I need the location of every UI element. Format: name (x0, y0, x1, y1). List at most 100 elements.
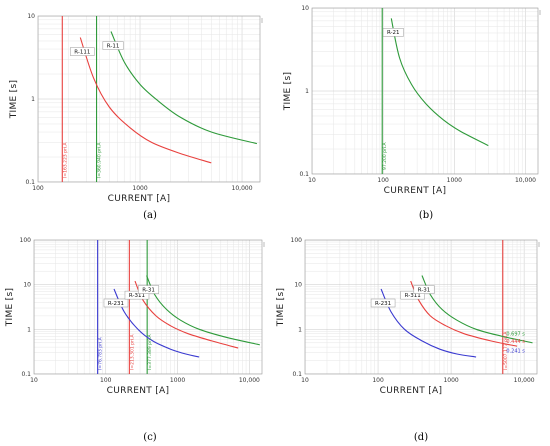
x-tick-label: 1000 (447, 177, 462, 184)
data-layer (61, 16, 258, 182)
series-tag-box (103, 298, 129, 308)
y-tick-label: 100 (291, 237, 303, 244)
series-tag-r-311: R-311 (400, 290, 425, 300)
series-tag-box (370, 298, 396, 308)
y-tick-label: 0.1 (21, 371, 31, 378)
x-tick-label: 10,000 (514, 377, 535, 384)
series-tag-r-21: R-21 (382, 28, 404, 37)
panel-label: (d) (414, 432, 428, 443)
chart-panel-1: 100 1000 10,000 0.1 1 10 CURRENT [A] TIME [s] I=… (9, 13, 263, 221)
y-tick-label: 100 (20, 237, 32, 244)
series-tag-box (413, 285, 435, 294)
y-tick-label: 1 (27, 326, 31, 333)
y-tick-label: 1 (31, 96, 35, 103)
x-tick-label: 1000 (132, 185, 147, 192)
series-tag-box (102, 41, 124, 50)
x-tick-label: 10 (301, 377, 309, 384)
series-tag-r-11: R-11 (102, 41, 124, 50)
x-tick-label: 100 (32, 185, 44, 192)
series-tag-r-231: R-231 (103, 298, 129, 308)
time-annotation: 0.444 s (506, 339, 525, 345)
series-line-r-231 (113, 288, 200, 358)
data-layer (97, 240, 260, 374)
x-axis-label: CURRENT [A] (384, 186, 447, 196)
plot-frame (311, 7, 539, 175)
pickup-label: I=360.940 pri.A (97, 141, 103, 178)
x-tick-label: 100 (100, 377, 112, 384)
series-tag-label: R-311 (129, 293, 145, 299)
y-tick-label: 1 (305, 88, 309, 95)
y-tick-label: 10 (23, 282, 31, 289)
y-axis-label: TIME [s] (283, 72, 293, 112)
series-tag-r-111: R-111 (70, 47, 95, 56)
panel-label: (c) (143, 432, 157, 443)
series-tag-box (70, 47, 95, 56)
x-axis-label: CURRENT [A] (380, 386, 443, 396)
plot-frame (304, 239, 538, 375)
x-tick-label: 10,000 (515, 177, 536, 184)
y-tick-label: 0.1 (25, 179, 35, 186)
pickup-label: I=377.389 pri.A (147, 333, 153, 370)
series-line-r-31 (146, 275, 260, 346)
grid (312, 8, 538, 174)
series-tag-label: R-231 (108, 301, 124, 307)
plot-area (305, 240, 537, 374)
y-axis-label: TIME [s] (5, 288, 15, 328)
series-line-r-21 (390, 18, 489, 147)
time-annotation: 0.697 s (506, 332, 525, 338)
series-tag-box (124, 290, 150, 300)
panel-label: (a) (143, 210, 157, 221)
series-tag-r-31: R-31 (413, 285, 435, 294)
series-tag-label: R-231 (375, 301, 391, 307)
y-tick-label: 1 (298, 326, 302, 333)
y-tick-label: 0.1 (299, 171, 309, 178)
series-tag-label: R-31 (142, 287, 155, 293)
x-tick-label: 100 (372, 377, 384, 384)
series-tag-label: R-21 (387, 30, 400, 36)
series-tag-box (138, 285, 160, 294)
grid (38, 16, 260, 182)
x-tick-label: 10,000 (232, 185, 253, 192)
plot-frame (33, 239, 263, 375)
series-tag-r-311: R-311 (124, 290, 150, 300)
series-tag-r-231: R-231 (370, 298, 396, 308)
series-tag-label: R-11 (107, 43, 120, 49)
pickup-label: I=5007.173 pri.A (503, 331, 509, 370)
chart-panel-3: 10 100 1000 10,000 0.1 1 10 100 CURRENT [A] TIME … (5, 237, 265, 443)
series-line-r-111 (79, 37, 212, 164)
grid (34, 240, 262, 374)
y-axis-label: TIME [s] (276, 288, 286, 328)
data-layer (380, 240, 533, 374)
x-tick-label: 1000 (443, 377, 458, 384)
y-tick-label: 10 (301, 5, 309, 12)
pickup-label: I=213.301 pri.A (129, 333, 135, 370)
pickup-label: I=163.223 pri.A (62, 141, 68, 178)
series-line-r-311 (410, 280, 518, 347)
data-layer (381, 8, 489, 174)
y-tick-label: 10 (27, 13, 35, 20)
x-tick-label: 100 (377, 177, 389, 184)
series-tag-label: R-311 (405, 293, 421, 299)
series-tag-label: R-31 (418, 287, 431, 293)
series-tag-box (400, 290, 425, 300)
series-tag-label: R-111 (74, 49, 90, 55)
y-tick-label: 0.1 (292, 371, 302, 378)
chart-panel-4: 10 100 1000 10,000 0.1 1 10 100 CURRENT [A] TIME … (276, 237, 540, 443)
x-axis-label: CURRENT [A] (107, 386, 170, 396)
series-line-r-311 (134, 280, 239, 349)
y-axis-label: TIME [s] (9, 80, 19, 120)
chart-panel-2: 10 100 1000 10,000 0.1 1 10 CURRENT [A] TIME [s]… (283, 5, 541, 221)
x-axis-label: CURRENT [A] (108, 194, 171, 204)
x-tick-label: 10 (308, 177, 316, 184)
series-tag-box (382, 28, 404, 37)
y-tick-label: 10 (294, 282, 302, 289)
pickup-label: I=76.783 pri.A (98, 336, 104, 370)
x-tick-label: 1000 (170, 377, 185, 384)
x-tick-label: 10 (30, 377, 38, 384)
series-line-r-31 (421, 275, 533, 344)
series-line-r-11 (110, 31, 258, 145)
plot-frame (37, 15, 261, 183)
series-line-r-231 (380, 288, 477, 358)
x-tick-label: 10,000 (239, 377, 260, 384)
